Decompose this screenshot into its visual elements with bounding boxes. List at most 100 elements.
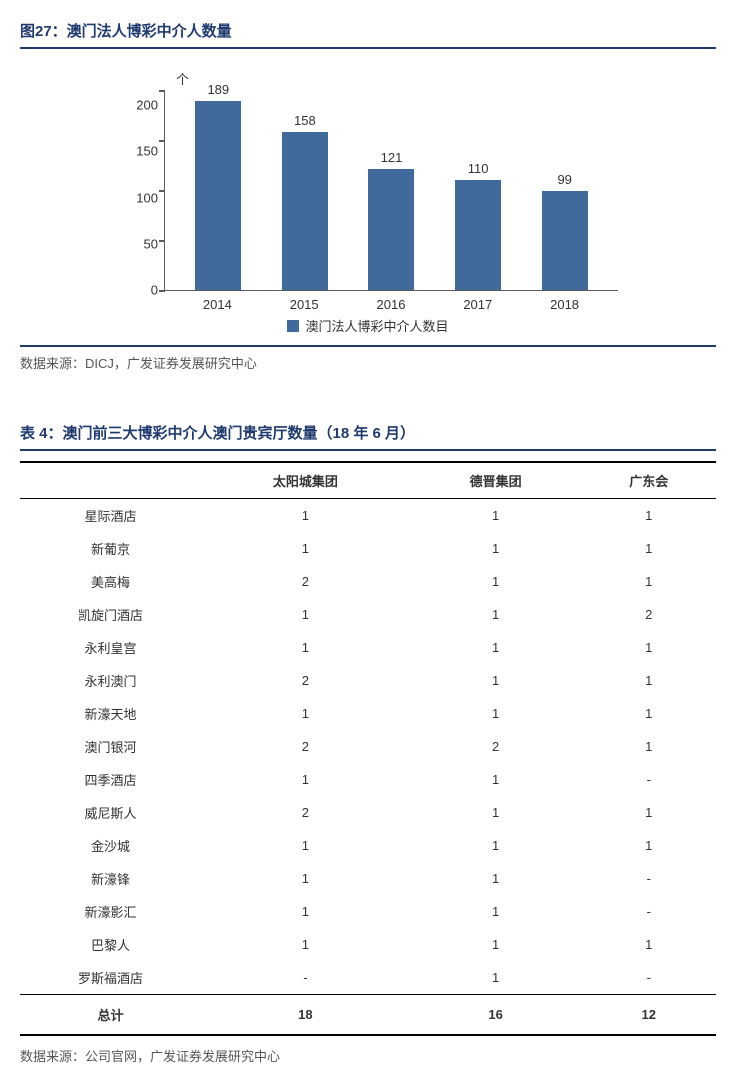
bar-group: 189 <box>188 82 248 290</box>
table-cell: 1 <box>581 697 716 730</box>
table-cell: 2 <box>201 730 410 763</box>
table-row: 永利皇宫111 <box>20 631 716 664</box>
table-row: 新濠影汇11- <box>20 895 716 928</box>
table-cell: 1 <box>410 664 582 697</box>
table-cell: 1 <box>410 565 582 598</box>
table-cell: - <box>581 961 716 995</box>
table-cell: 1 <box>410 697 582 730</box>
table-cell: 1 <box>201 631 410 664</box>
table-cell: 1 <box>410 631 582 664</box>
table-cell: 1 <box>410 763 582 796</box>
table-source: 数据来源：公司官网，广发证券发展研究中心 <box>20 1040 716 1065</box>
table-column-header: 德晋集团 <box>410 462 582 499</box>
table-cell: 2 <box>410 730 582 763</box>
figure-title: 图27：澳门法人博彩中介人数量 <box>20 20 716 49</box>
bar-value-label: 110 <box>468 161 489 176</box>
bar-value-label: 158 <box>294 113 316 128</box>
table-cell: 1 <box>410 862 582 895</box>
table-row: 永利澳门211 <box>20 664 716 697</box>
bar-group: 110 <box>448 161 508 290</box>
table-cell: - <box>581 862 716 895</box>
table-cell: 2 <box>201 565 410 598</box>
x-tick-label: 2018 <box>535 297 595 312</box>
bar <box>368 169 414 290</box>
table-body: 星际酒店111新葡京111美高梅211凯旋门酒店112永利皇宫111永利澳门21… <box>20 499 716 1036</box>
table-cell: 2 <box>201 664 410 697</box>
x-tick-label: 2015 <box>274 297 334 312</box>
table-cell: 2 <box>581 598 716 631</box>
y-tick-label: 0 <box>151 283 158 298</box>
table-cell: 2 <box>201 796 410 829</box>
table-cell: 1 <box>201 829 410 862</box>
y-axis: 200150100500 <box>118 90 164 290</box>
table-cell: 1 <box>581 565 716 598</box>
row-label: 威尼斯人 <box>20 796 201 829</box>
legend-label: 澳门法人博彩中介人数目 <box>305 316 448 335</box>
table-row: 新葡京111 <box>20 532 716 565</box>
x-tick-label: 2014 <box>187 297 247 312</box>
table-cell: - <box>581 763 716 796</box>
table-row: 美高梅211 <box>20 565 716 598</box>
table-cell: 1 <box>581 532 716 565</box>
row-label: 新濠影汇 <box>20 895 201 928</box>
table-cell: 1 <box>201 499 410 533</box>
x-tick-label: 2017 <box>448 297 508 312</box>
chart-legend: 澳门法人博彩中介人数目 <box>118 316 618 335</box>
row-label: 四季酒店 <box>20 763 201 796</box>
bar-group: 121 <box>361 150 421 290</box>
table-cell: 1 <box>410 532 582 565</box>
bar <box>542 191 588 290</box>
table-cell: 1 <box>201 928 410 961</box>
table-cell: - <box>201 961 410 995</box>
total-cell: 16 <box>410 995 582 1036</box>
table-cell: 1 <box>581 664 716 697</box>
row-label: 巴黎人 <box>20 928 201 961</box>
table-row: 澳门银河221 <box>20 730 716 763</box>
row-label: 星际酒店 <box>20 499 201 533</box>
row-label: 新濠锋 <box>20 862 201 895</box>
y-tick-label: 50 <box>144 236 158 251</box>
table-row: 四季酒店11- <box>20 763 716 796</box>
total-cell: 12 <box>581 995 716 1036</box>
bar <box>455 180 501 290</box>
table-cell: 1 <box>410 961 582 995</box>
row-label: 罗斯福酒店 <box>20 961 201 995</box>
table-cell: 1 <box>581 730 716 763</box>
table-row: 新濠天地111 <box>20 697 716 730</box>
x-axis-labels: 2014 2015 2016 2017 2018 <box>164 291 618 312</box>
figure-source: 数据来源：DICJ，广发证券发展研究中心 <box>20 345 716 372</box>
table-cell: 1 <box>581 631 716 664</box>
table-cell: 1 <box>410 598 582 631</box>
table-cell: 1 <box>201 862 410 895</box>
y-tick-label: 200 <box>136 98 158 113</box>
table-row: 星际酒店111 <box>20 499 716 533</box>
row-label: 凯旋门酒店 <box>20 598 201 631</box>
table-row: 新濠锋11- <box>20 862 716 895</box>
bar-chart: 个 200150100500 18915812111099 2014201520… <box>118 69 618 335</box>
y-tick-label: 150 <box>136 144 158 159</box>
table-title: 表 4：澳门前三大博彩中介人澳门贵宾厅数量（18 年 6 月） <box>20 422 716 451</box>
bar-group: 99 <box>535 172 595 290</box>
bar-group: 158 <box>275 113 335 290</box>
bar <box>195 101 241 290</box>
row-label: 美高梅 <box>20 565 201 598</box>
table-cell: 1 <box>581 928 716 961</box>
table-column-header <box>20 462 201 499</box>
row-label: 新濠天地 <box>20 697 201 730</box>
bar-value-label: 189 <box>207 82 229 97</box>
table-header-row: 太阳城集团德晋集团广东会 <box>20 462 716 499</box>
legend-swatch <box>287 320 299 332</box>
y-tick-label: 100 <box>136 190 158 205</box>
table-cell: 1 <box>410 829 582 862</box>
data-table: 太阳城集团德晋集团广东会 星际酒店111新葡京111美高梅211凯旋门酒店112… <box>20 461 716 1036</box>
total-cell: 18 <box>201 995 410 1036</box>
table-cell: 1 <box>581 796 716 829</box>
table-cell: 1 <box>410 895 582 928</box>
total-label: 总计 <box>20 995 201 1036</box>
row-label: 永利澳门 <box>20 664 201 697</box>
row-label: 澳门银河 <box>20 730 201 763</box>
chart-plot-area: 18915812111099 <box>164 90 618 291</box>
table-cell: 1 <box>410 928 582 961</box>
x-tick-label: 2016 <box>361 297 421 312</box>
table-cell: 1 <box>581 499 716 533</box>
